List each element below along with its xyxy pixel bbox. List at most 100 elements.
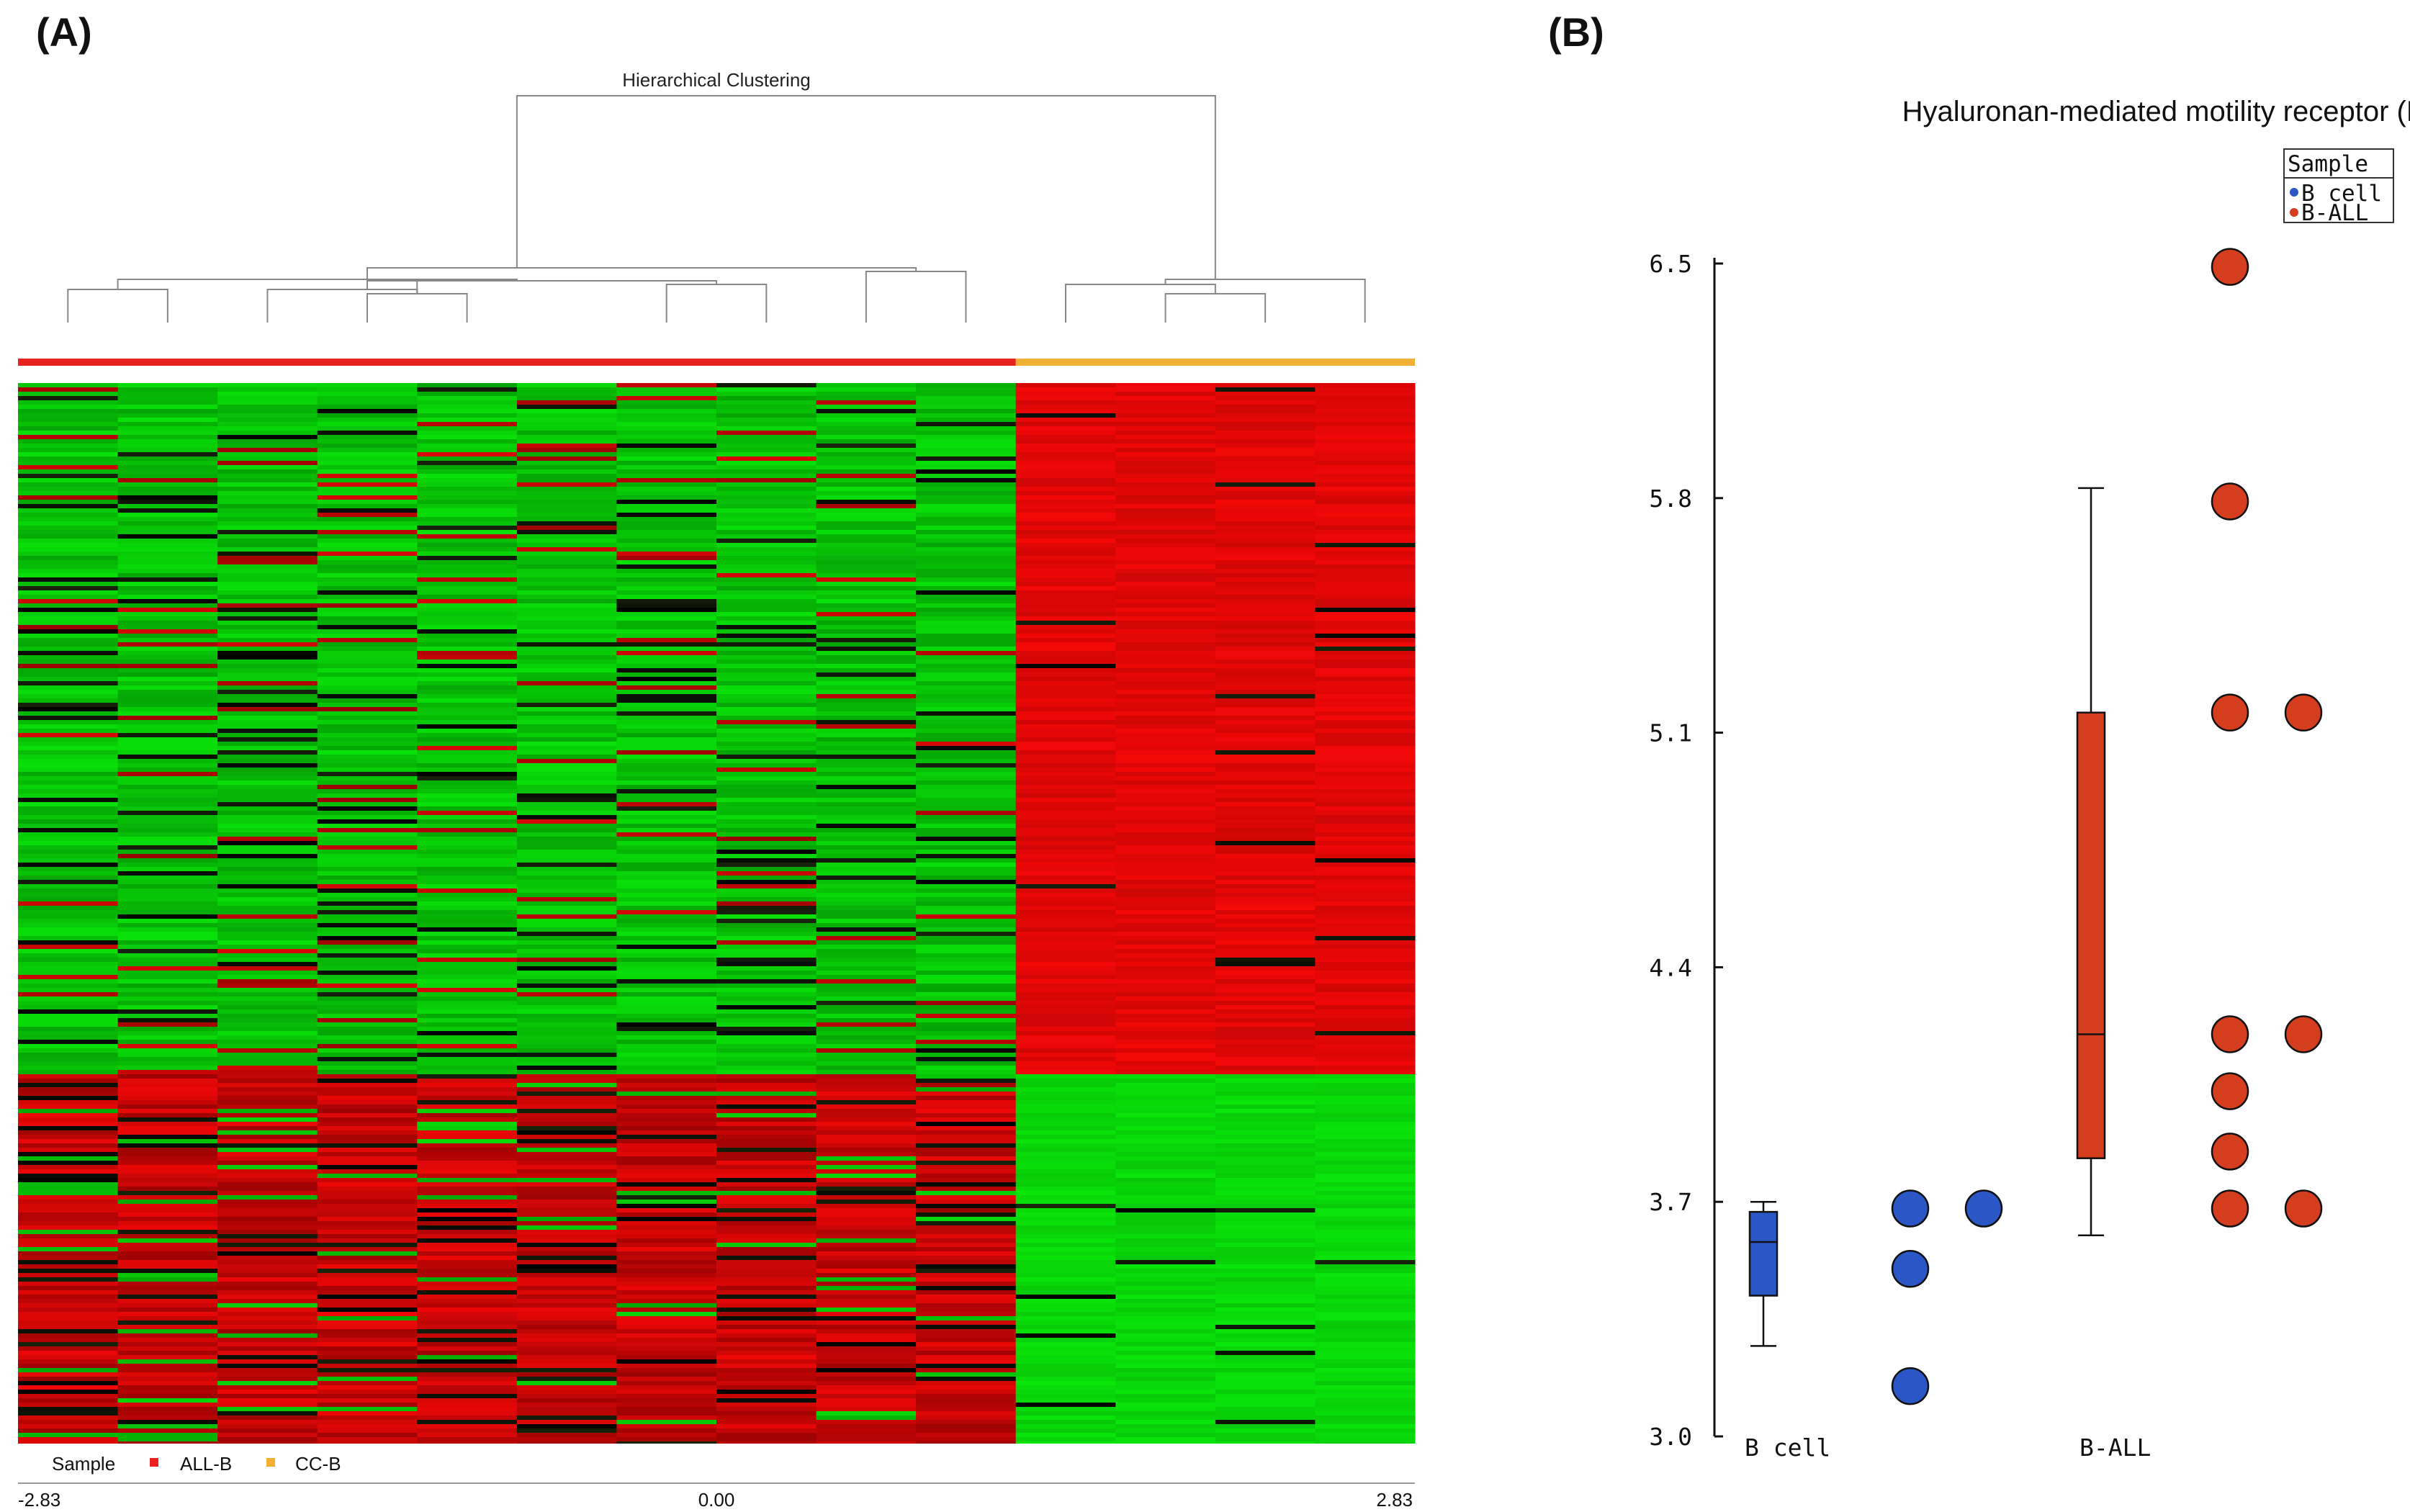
heatmap-cell xyxy=(1315,1325,1416,1329)
heatmap-cell xyxy=(1315,871,1416,876)
heatmap-cell xyxy=(816,690,917,694)
heatmap-cell xyxy=(317,867,418,871)
heatmap-cell xyxy=(716,729,817,733)
heatmap-cell xyxy=(916,1234,1017,1238)
heatmap-cell xyxy=(716,577,817,582)
heatmap-cell xyxy=(916,577,1017,582)
heatmap-cell xyxy=(217,456,318,461)
heatmap-cell xyxy=(1115,1061,1216,1066)
heatmap-cell xyxy=(18,418,119,422)
heatmap-cell xyxy=(117,616,218,621)
heatmap-cell xyxy=(516,1208,618,1212)
heatmap-cell xyxy=(317,1221,418,1225)
heatmap-cell xyxy=(616,698,717,703)
heatmap-cell xyxy=(317,1130,418,1135)
heatmap-cell xyxy=(516,590,618,595)
heatmap-cell xyxy=(1315,837,1416,841)
heatmap-cell xyxy=(616,521,717,526)
heatmap-cell xyxy=(18,431,119,435)
heatmap-cell xyxy=(1215,461,1316,465)
heatmap-cell xyxy=(1015,932,1116,936)
heatmap-cell xyxy=(816,426,917,431)
heatmap-cell xyxy=(1015,819,1116,824)
heatmap-cell xyxy=(317,418,418,422)
heatmap-cell xyxy=(916,966,1017,971)
heatmap-cell xyxy=(616,1200,717,1204)
heatmap-cell xyxy=(217,1061,318,1066)
heatmap-cell xyxy=(516,1428,618,1433)
heatmap-cell xyxy=(1115,824,1216,828)
heatmap-cell xyxy=(816,465,917,469)
heatmap-cell xyxy=(117,828,218,832)
heatmap-cell xyxy=(317,1100,418,1104)
heatmap-cell xyxy=(816,513,917,517)
heatmap-cell xyxy=(18,1290,119,1295)
heatmap-cell xyxy=(18,1174,119,1178)
heatmap-cell xyxy=(516,720,618,724)
heatmap-cell xyxy=(217,422,318,426)
heatmap-cell xyxy=(317,655,418,660)
heatmap-cell xyxy=(317,806,418,811)
heatmap-cell xyxy=(1315,1005,1416,1009)
heatmap-cell xyxy=(217,742,318,746)
heatmap-cell xyxy=(716,1200,817,1204)
heatmap-cell xyxy=(1315,478,1416,482)
heatmap-cell xyxy=(18,500,119,504)
heatmap-cell xyxy=(716,975,817,979)
y-tick-label: 3.0 xyxy=(1649,1423,1692,1451)
heatmap-cell xyxy=(18,383,119,387)
heatmap-cell xyxy=(1015,1338,1116,1342)
heatmap-cell xyxy=(1315,1053,1416,1057)
heatmap-cell xyxy=(317,1048,418,1053)
heatmap-cell xyxy=(1315,1165,1416,1169)
heatmap-cell xyxy=(816,1200,917,1204)
heatmap-cell xyxy=(516,819,618,824)
heatmap-cell xyxy=(217,945,318,949)
heatmap-cell xyxy=(217,1191,318,1195)
heatmap-cell xyxy=(117,487,218,491)
heatmap-cell xyxy=(117,1057,218,1061)
heatmap-cell xyxy=(217,1238,318,1243)
heatmap-cell xyxy=(716,1001,817,1005)
heatmap-cell xyxy=(317,556,418,560)
heatmap-cell xyxy=(317,858,418,863)
heatmap-cell xyxy=(217,979,318,984)
heatmap-cell xyxy=(317,953,418,958)
heatmap-cell xyxy=(18,698,119,703)
heatmap-cell xyxy=(516,482,618,487)
heatmap-cell xyxy=(317,992,418,996)
heatmap-cell xyxy=(18,1403,119,1407)
heatmap-cell xyxy=(816,1169,917,1174)
heatmap-cell xyxy=(916,482,1017,487)
heatmap-cell xyxy=(1215,1342,1316,1346)
heatmap-cell xyxy=(616,431,717,435)
heatmap-cell xyxy=(317,759,418,763)
heatmap-cell xyxy=(1215,828,1316,832)
heatmap-cell xyxy=(1015,1234,1116,1238)
heatmap-cell xyxy=(1215,1308,1316,1312)
heatmap-cell xyxy=(1115,876,1216,880)
heatmap-cell xyxy=(816,1139,917,1143)
heatmap-cell xyxy=(18,552,119,556)
heatmap-cell xyxy=(716,1433,817,1437)
heatmap-cell xyxy=(1315,629,1416,634)
heatmap-cell xyxy=(18,1221,119,1225)
heatmap-cell xyxy=(616,1178,717,1182)
heatmap-cell xyxy=(317,979,418,984)
heatmap-cell xyxy=(117,940,218,945)
heatmap-cell xyxy=(1215,1018,1316,1022)
heatmap-cell xyxy=(916,798,1017,802)
heatmap-cell xyxy=(616,1187,717,1191)
heatmap-cell xyxy=(117,1286,218,1290)
heatmap-cell xyxy=(317,448,418,452)
heatmap-cell xyxy=(18,910,119,914)
heatmap-cell xyxy=(916,621,1017,625)
heatmap-cell xyxy=(117,1221,218,1225)
heatmap-cell xyxy=(816,789,917,793)
heatmap-cell xyxy=(716,1282,817,1286)
heatmap-cell xyxy=(1315,854,1416,858)
heatmap-cell xyxy=(1315,1256,1416,1260)
heatmap-cell xyxy=(1015,621,1116,625)
heatmap-cell xyxy=(417,1027,518,1031)
heatmap-cell xyxy=(516,1437,618,1441)
